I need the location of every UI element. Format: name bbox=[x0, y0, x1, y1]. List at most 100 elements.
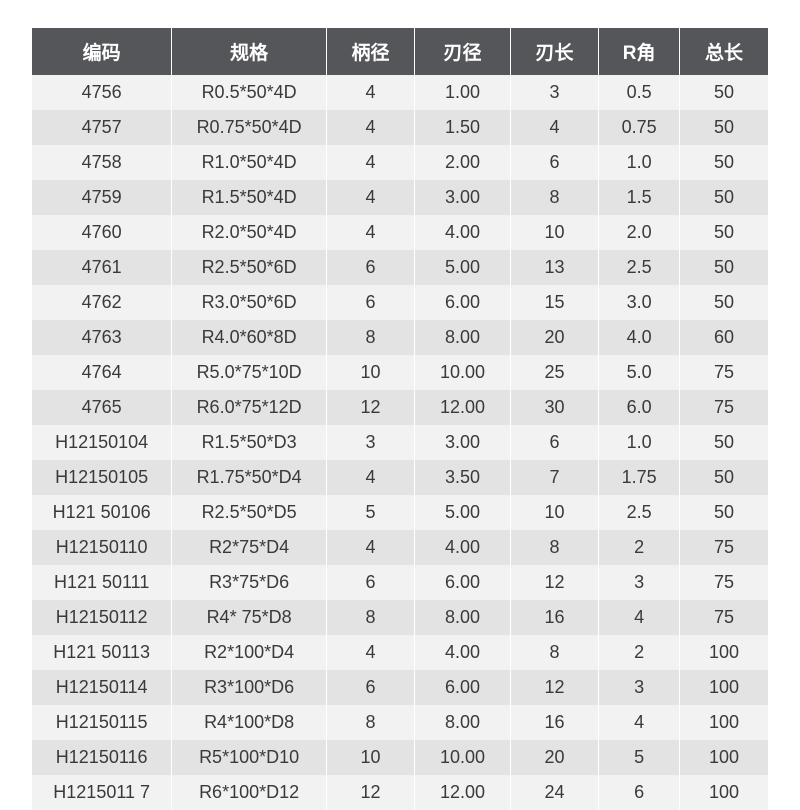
table-cell: 7 bbox=[510, 460, 598, 495]
table-cell: 4.00 bbox=[415, 530, 511, 565]
table-cell: 3.0 bbox=[599, 285, 680, 320]
table-cell: H12150105 bbox=[32, 460, 172, 495]
table-cell: 4 bbox=[326, 635, 414, 670]
table-cell: R1.5*50*D3 bbox=[172, 425, 327, 460]
table-cell: 8 bbox=[326, 600, 414, 635]
table-row: 4761R2.5*50*6D65.00132.550 bbox=[32, 250, 768, 285]
table-cell: H12150110 bbox=[32, 530, 172, 565]
table-cell: 50 bbox=[680, 495, 768, 530]
table-cell: 100 bbox=[680, 775, 768, 810]
table-cell: 13 bbox=[510, 250, 598, 285]
table-cell: 100 bbox=[680, 740, 768, 775]
table-row: 4758R1.0*50*4D42.0061.050 bbox=[32, 145, 768, 180]
table-cell: 50 bbox=[680, 215, 768, 250]
table-cell: 75 bbox=[680, 600, 768, 635]
table-cell: 6 bbox=[510, 145, 598, 180]
table-cell: 4761 bbox=[32, 250, 172, 285]
table-row: H12150116R5*100*D101010.00205100 bbox=[32, 740, 768, 775]
table-row: 4762R3.0*50*6D66.00153.050 bbox=[32, 285, 768, 320]
table-row: H12150115R4*100*D888.00164100 bbox=[32, 705, 768, 740]
table-cell: 4 bbox=[326, 145, 414, 180]
table-cell: 0.5 bbox=[599, 75, 680, 110]
table-cell: 4.0 bbox=[599, 320, 680, 355]
table-row: 4764R5.0*75*10D1010.00255.075 bbox=[32, 355, 768, 390]
table-cell: 2 bbox=[599, 635, 680, 670]
table-cell: 8 bbox=[326, 320, 414, 355]
table-cell: 100 bbox=[680, 635, 768, 670]
table-cell: 50 bbox=[680, 75, 768, 110]
table-cell: 10 bbox=[510, 495, 598, 530]
table-cell: 1.0 bbox=[599, 145, 680, 180]
table-cell: 8 bbox=[510, 180, 598, 215]
table-cell: R0.75*50*4D bbox=[172, 110, 327, 145]
table-cell: R0.5*50*4D bbox=[172, 75, 327, 110]
table-cell: 10 bbox=[510, 215, 598, 250]
table-row: H12150114R3*100*D666.00123100 bbox=[32, 670, 768, 705]
table-row: H12150112R4* 75*D888.0016475 bbox=[32, 600, 768, 635]
table-cell: 4 bbox=[326, 110, 414, 145]
table-cell: 20 bbox=[510, 740, 598, 775]
table-cell: 4 bbox=[510, 110, 598, 145]
table-row: 4760R2.0*50*4D44.00102.050 bbox=[32, 215, 768, 250]
table-cell: H1215011 7 bbox=[32, 775, 172, 810]
table-cell: 15 bbox=[510, 285, 598, 320]
table-row: 4765R6.0*75*12D1212.00306.075 bbox=[32, 390, 768, 425]
table-cell: 4.00 bbox=[415, 215, 511, 250]
table-cell: 5.0 bbox=[599, 355, 680, 390]
table-cell: 12.00 bbox=[415, 775, 511, 810]
table-cell: 5.00 bbox=[415, 250, 511, 285]
table-cell: 50 bbox=[680, 250, 768, 285]
table-row: H1215011 7R6*100*D121212.00246100 bbox=[32, 775, 768, 810]
table-cell: 6.0 bbox=[599, 390, 680, 425]
table-cell: R2.5*50*D5 bbox=[172, 495, 327, 530]
table-cell: 50 bbox=[680, 145, 768, 180]
table-cell: 3 bbox=[599, 565, 680, 600]
table-header-cell: R角 bbox=[599, 28, 680, 75]
table-cell: 2.5 bbox=[599, 495, 680, 530]
table-cell: 12.00 bbox=[415, 390, 511, 425]
table-row: 4756R0.5*50*4D41.0030.550 bbox=[32, 75, 768, 110]
table-cell: 6.00 bbox=[415, 285, 511, 320]
table-cell: H12150112 bbox=[32, 600, 172, 635]
table-cell: 3 bbox=[326, 425, 414, 460]
table-cell: 8.00 bbox=[415, 705, 511, 740]
table-cell: 8 bbox=[510, 635, 598, 670]
table-cell: 12 bbox=[510, 565, 598, 600]
table-cell: 10 bbox=[326, 355, 414, 390]
table-row: 4763R4.0*60*8D88.00204.060 bbox=[32, 320, 768, 355]
table-header-cell: 刃长 bbox=[510, 28, 598, 75]
table-cell: 6 bbox=[326, 285, 414, 320]
table-cell: 1.75 bbox=[599, 460, 680, 495]
table-cell: 1.50 bbox=[415, 110, 511, 145]
table-header-cell: 总长 bbox=[680, 28, 768, 75]
table-row: H12150110R2*75*D444.008275 bbox=[32, 530, 768, 565]
table-cell: 60 bbox=[680, 320, 768, 355]
table-cell: 6 bbox=[326, 565, 414, 600]
table-cell: R1.0*50*4D bbox=[172, 145, 327, 180]
table-cell: 6.00 bbox=[415, 670, 511, 705]
table-cell: 1.0 bbox=[599, 425, 680, 460]
table-cell: R6*100*D12 bbox=[172, 775, 327, 810]
table-cell: 5 bbox=[326, 495, 414, 530]
table-cell: 16 bbox=[510, 600, 598, 635]
table-row: 4759R1.5*50*4D43.0081.550 bbox=[32, 180, 768, 215]
table-cell: H12150114 bbox=[32, 670, 172, 705]
table-cell: 4 bbox=[599, 600, 680, 635]
table-cell: R5.0*75*10D bbox=[172, 355, 327, 390]
table-cell: 3.50 bbox=[415, 460, 511, 495]
table-cell: 1.00 bbox=[415, 75, 511, 110]
table-cell: 50 bbox=[680, 460, 768, 495]
table-cell: 2 bbox=[599, 530, 680, 565]
table-cell: 5.00 bbox=[415, 495, 511, 530]
table-row: 4757R0.75*50*4D41.5040.7550 bbox=[32, 110, 768, 145]
table-cell: 75 bbox=[680, 565, 768, 600]
table-row: H12150104R1.5*50*D333.0061.050 bbox=[32, 425, 768, 460]
table-cell: H121 50113 bbox=[32, 635, 172, 670]
table-cell: 8 bbox=[510, 530, 598, 565]
table-cell: 30 bbox=[510, 390, 598, 425]
table-cell: R4*100*D8 bbox=[172, 705, 327, 740]
table-cell: 50 bbox=[680, 425, 768, 460]
table-cell: 4763 bbox=[32, 320, 172, 355]
table-cell: H12150115 bbox=[32, 705, 172, 740]
table-cell: R3*100*D6 bbox=[172, 670, 327, 705]
